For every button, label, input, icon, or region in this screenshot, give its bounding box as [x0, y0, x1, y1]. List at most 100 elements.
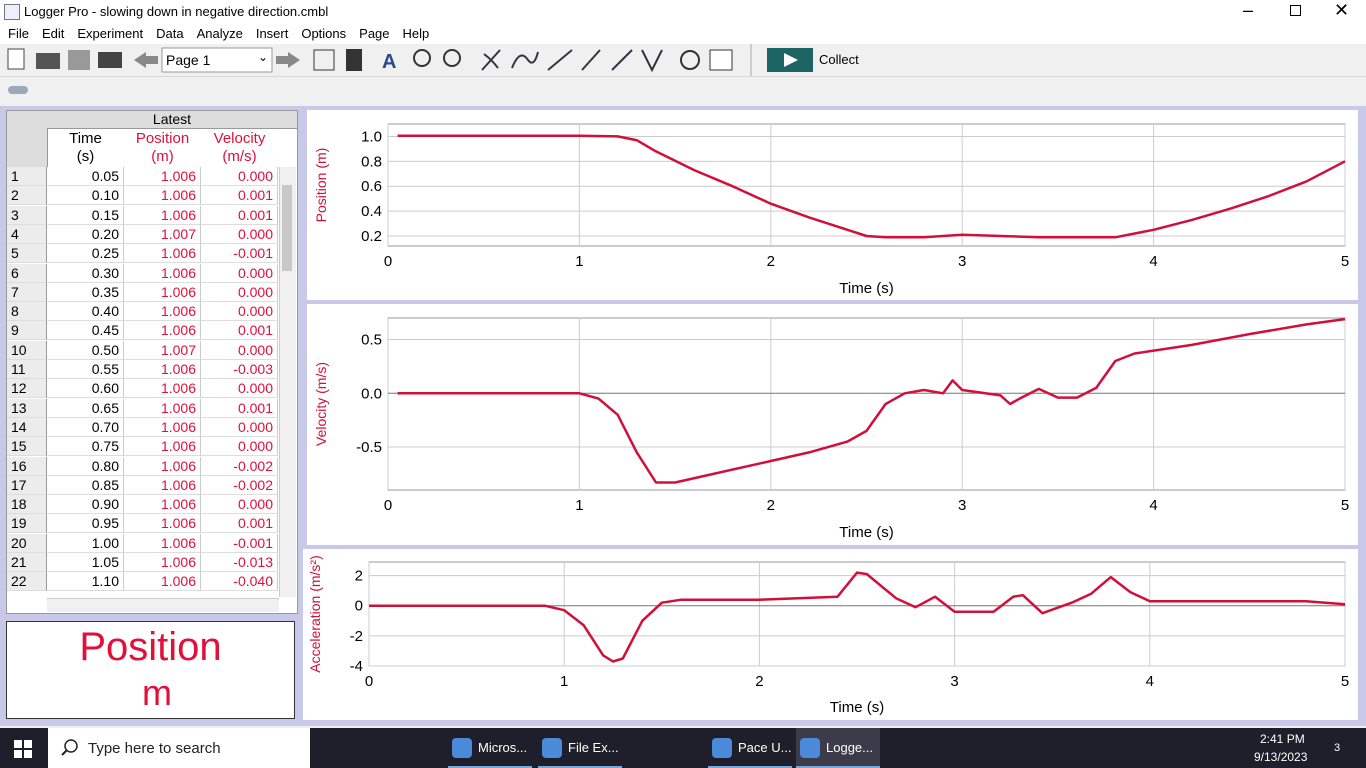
table-cell: 0.000 [201, 417, 278, 437]
table-icon[interactable] [313, 49, 335, 71]
y-axis-label: Acceleration (m/s²) [307, 555, 323, 672]
interface-icon[interactable] [8, 86, 28, 94]
table-cell: 1.006 [124, 282, 201, 302]
zoom-in[interactable] [413, 49, 431, 67]
menu-item[interactable]: Options [301, 25, 347, 41]
menu-item[interactable]: Experiment [77, 25, 144, 41]
collect-label[interactable]: Collect [819, 52, 859, 67]
menu-item[interactable]: Edit [41, 25, 65, 41]
row-number: 6 [7, 263, 47, 283]
table-cell: 1.006 [124, 514, 201, 534]
table-cell: 0.000 [201, 437, 278, 457]
print-icon[interactable] [98, 52, 122, 68]
table-cell: -0.002 [201, 456, 278, 476]
menu-item[interactable]: Page [359, 25, 390, 41]
clock-icon[interactable] [680, 50, 700, 70]
title-bar: Logger Pro - slowing down in negative di… [0, 0, 1366, 22]
column-name: Velocity [213, 130, 266, 147]
new-icon[interactable] [7, 48, 25, 70]
x-tick-label: 4 [1146, 673, 1154, 690]
table-cell: 0.30 [47, 263, 124, 283]
y-tick-label: 0.0 [361, 385, 382, 402]
table-cell: 1.006 [124, 456, 201, 476]
table-cell: 1.006 [124, 417, 201, 437]
v-scrollbar [279, 167, 296, 597]
menu-item[interactable]: Insert [255, 25, 289, 41]
x-tick-label: 1 [560, 673, 568, 690]
table-cell: 0.000 [201, 263, 278, 283]
row-number: 19 [7, 514, 47, 534]
y-tick-label: 0.6 [361, 178, 382, 195]
table-cell: 0.000 [201, 167, 278, 186]
zoom-out[interactable] [443, 49, 461, 67]
y-axis-label: Velocity (m/s) [313, 362, 329, 446]
prev-page[interactable] [134, 52, 158, 68]
x-tick-label: 3 [958, 497, 966, 514]
x-tick-label: 1 [575, 253, 583, 270]
clock-date: 9/13/2023 [1254, 750, 1308, 764]
page-select[interactable] [161, 47, 273, 73]
table-cell: 0.75 [47, 437, 124, 457]
row-number: 20 [7, 533, 47, 553]
minimize[interactable]: – [1243, 0, 1254, 20]
table-cell: 1.006 [124, 186, 201, 206]
maximize[interactable] [1290, 5, 1301, 16]
table-cell: 1.006 [124, 263, 201, 283]
row-number: 16 [7, 456, 47, 476]
y-tick-label: 2 [355, 568, 363, 585]
table-cell: 0.000 [201, 495, 278, 515]
y-tick-label: -0.5 [356, 439, 382, 456]
search-box[interactable]: Type here to search [48, 728, 310, 768]
x-tick-label: 0 [365, 673, 373, 690]
menu-item[interactable]: Data [156, 25, 184, 41]
menu-item[interactable]: Help [402, 25, 430, 41]
taskbar-app[interactable]: Micros... [448, 728, 532, 768]
table-cell: 1.006 [124, 398, 201, 418]
column-unit: (m/s) [222, 148, 257, 165]
table-cell: -0.003 [201, 360, 278, 379]
row-number: 7 [7, 282, 47, 302]
collect-button[interactable] [767, 48, 813, 72]
app-label: Logge... [826, 740, 873, 755]
x-axis-label: Time (s) [839, 280, 893, 297]
table-cell: 1.006 [124, 533, 201, 553]
x-tick-label: 5 [1341, 497, 1349, 514]
taskbar-app[interactable]: Logge... [796, 728, 880, 768]
graph-icon[interactable] [709, 49, 733, 71]
app-icon [542, 738, 562, 758]
table-cell: 0.001 [201, 205, 278, 225]
examine[interactable] [481, 49, 501, 71]
tangent[interactable] [511, 51, 539, 69]
table-corner [7, 111, 48, 167]
toolbar-icons: A [7, 44, 752, 76]
table-cell: 0.001 [201, 186, 278, 206]
open-icon[interactable] [36, 53, 60, 69]
menu-item[interactable]: File [8, 25, 29, 41]
start-button[interactable] [14, 740, 32, 758]
table-cell: -0.002 [201, 475, 278, 495]
app-icon [712, 738, 732, 758]
table-cell: 1.00 [47, 533, 124, 553]
column-unit: (m) [151, 148, 174, 165]
save-icon[interactable] [68, 50, 90, 70]
taskbar-app[interactable]: Pace U... [708, 728, 792, 768]
row-number: 14 [7, 417, 47, 437]
next-page[interactable] [276, 52, 300, 68]
menu-item[interactable]: Analyze [196, 25, 243, 41]
row-number: 8 [7, 302, 47, 322]
row-number: 13 [7, 398, 47, 418]
analysis-icons[interactable] [547, 49, 663, 73]
dropdown-arrow: ⌄ [258, 50, 269, 64]
taskbar-app[interactable]: File Ex... [538, 728, 622, 768]
meter: Position m [6, 621, 295, 719]
notification-count[interactable]: 3 [1334, 742, 1341, 754]
text-icon[interactable]: A [382, 51, 396, 73]
data-line [397, 317, 1346, 484]
calc-icon[interactable] [346, 49, 362, 71]
row-number: 1 [7, 167, 47, 186]
x-tick-label: 3 [950, 673, 958, 690]
table-cell: 1.006 [124, 205, 201, 225]
close[interactable]: ✕ [1334, 0, 1350, 20]
column-group: Latest [47, 111, 297, 129]
